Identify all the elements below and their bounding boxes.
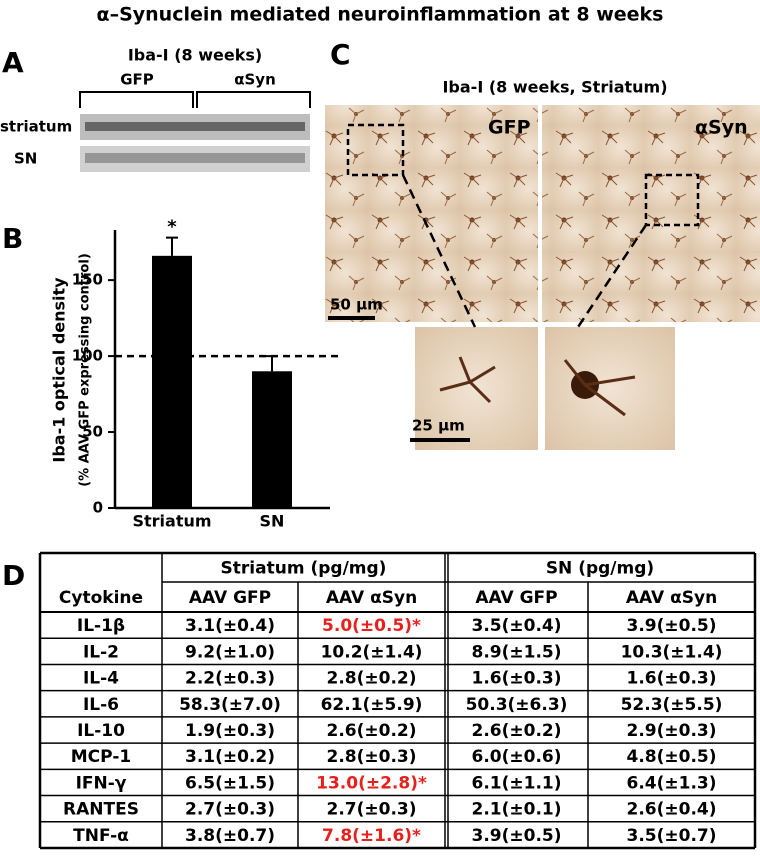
table-cell: 2.8(±0.3) <box>326 747 416 767</box>
table-cell: 6.5(±1.5) <box>185 773 275 793</box>
significance-mark: * <box>167 217 177 238</box>
table-cell: 10.2(±1.4) <box>321 642 423 662</box>
table-cell: IL-1β <box>77 616 125 636</box>
table-cell: 10.3(±1.4) <box>621 642 723 662</box>
table-cell: 2.8(±0.2) <box>326 669 416 689</box>
table-cell: IL-4 <box>83 669 119 689</box>
error-bar <box>266 355 278 372</box>
bar <box>152 255 192 508</box>
zoom-line <box>401 174 648 328</box>
table-cell: 5.0(±0.5)* <box>322 616 421 636</box>
panel-label: D <box>2 559 25 592</box>
row-label: striatum <box>0 118 72 136</box>
table-cell: 2.9(±0.3) <box>626 721 716 741</box>
table-cell: 3.5(±0.7) <box>626 826 716 846</box>
column-header: Cytokine <box>59 588 143 608</box>
table-cell: 1.9(±0.3) <box>185 721 275 741</box>
y-tick-label: 100 <box>72 347 103 365</box>
scale-bar <box>328 316 375 320</box>
table-cell: 7.8(±1.6)* <box>322 826 421 846</box>
table-cell: 1.6(±0.3) <box>626 669 716 689</box>
table-cell: RANTES <box>63 800 139 820</box>
table-cell: 3.1(±0.2) <box>185 747 275 767</box>
cell <box>563 359 636 417</box>
group-label: αSyn <box>234 71 276 89</box>
bar <box>252 371 292 508</box>
y-tick-label: 0 <box>93 499 103 517</box>
table-cell: 2.2(±0.3) <box>185 669 275 689</box>
micrograph-zoom <box>545 327 675 450</box>
table-cell: 2.6(±0.4) <box>626 800 716 820</box>
cytokine-table: Striatum (pg/mg) SN (pg/mg) Cytokine AAV GF… <box>38 551 757 850</box>
column-group-header: SN (pg/mg) <box>546 559 654 579</box>
column-header: AAV GFP <box>475 588 557 608</box>
table-cell: 3.9(±0.5) <box>626 616 716 636</box>
column-header: AAV αSyn <box>626 588 717 608</box>
table-cell: 3.5(±0.4) <box>471 616 561 636</box>
panel-label: B <box>2 222 23 255</box>
blot-band <box>85 122 305 131</box>
figure-title: α–Synuclein mediated neuroinflammation a… <box>97 4 664 26</box>
table-cell: 9.2(±1.0) <box>185 642 275 662</box>
table-cell: 58.3(±7.0) <box>179 695 281 715</box>
panel-title: Iba-I (8 weeks, Striatum) <box>442 78 667 97</box>
table-cell: 6.1(±1.1) <box>471 773 561 793</box>
cell <box>439 356 496 404</box>
y-axis-label: (% AAV GFP expressing control) <box>78 253 93 487</box>
table-cell: IL-2 <box>83 642 119 662</box>
table-cell: 50.3(±6.3) <box>466 695 568 715</box>
y-axis-label: Iba-1 optical density <box>50 277 69 463</box>
group-bracket <box>79 91 311 108</box>
table-cell: 6.0(±0.6) <box>471 747 561 767</box>
image-label: GFP <box>488 117 531 139</box>
column-header: AAV GFP <box>189 588 271 608</box>
table-cell: TNF-α <box>73 826 129 846</box>
table-cell: 3.8(±0.7) <box>185 826 275 846</box>
column-header: AAV αSyn <box>326 588 417 608</box>
micrograph <box>542 105 760 322</box>
table-cell: 2.7(±0.3) <box>326 800 416 820</box>
table-cell: IL-10 <box>77 721 125 741</box>
table-cell: 6.4(±1.3) <box>626 773 716 793</box>
group-label: GFP <box>120 71 154 89</box>
panel-label: A <box>2 46 24 79</box>
zoom-box <box>644 173 700 227</box>
x-tick-label: Striatum <box>132 512 211 531</box>
error-bar <box>166 236 178 256</box>
table-cell: 8.9(±1.5) <box>471 642 561 662</box>
table-cell: IL-6 <box>83 695 119 715</box>
table-cell: 2.6(±0.2) <box>471 721 561 741</box>
table-cell: 4.8(±0.5) <box>626 747 716 767</box>
image-label: αSyn <box>695 117 748 139</box>
table-cell: 1.6(±0.3) <box>471 669 561 689</box>
table-cell: 2.7(±0.3) <box>185 800 275 820</box>
y-tick-label: 150 <box>72 271 103 289</box>
scale-bar-label: 50 μm <box>330 296 383 314</box>
scale-bar <box>410 438 470 442</box>
table-cell: 62.1(±5.9) <box>321 695 423 715</box>
panel-label: C <box>330 38 351 71</box>
row-label: SN <box>14 150 37 168</box>
table-cell: IFN-γ <box>76 773 127 793</box>
table-cell: 52.3(±5.5) <box>621 695 723 715</box>
micrograph <box>325 105 538 322</box>
table-cell: 3.1(±0.4) <box>185 616 275 636</box>
scale-bar-label: 25 μm <box>412 417 465 435</box>
x-tick-label: SN <box>260 512 285 531</box>
table-cell: 2.6(±0.2) <box>326 721 416 741</box>
column-group-header: Striatum (pg/mg) <box>221 559 387 579</box>
table-cell: MCP-1 <box>71 747 131 767</box>
zoom-box <box>346 123 405 177</box>
y-tick-label: 50 <box>82 423 103 441</box>
blot-band <box>85 153 305 163</box>
table-cell: 13.0(±2.8)* <box>316 773 427 793</box>
table-cell: 2.1(±0.1) <box>471 800 561 820</box>
blot-title: Iba-I (8 weeks) <box>128 46 262 65</box>
table-cell: 3.9(±0.5) <box>471 826 561 846</box>
